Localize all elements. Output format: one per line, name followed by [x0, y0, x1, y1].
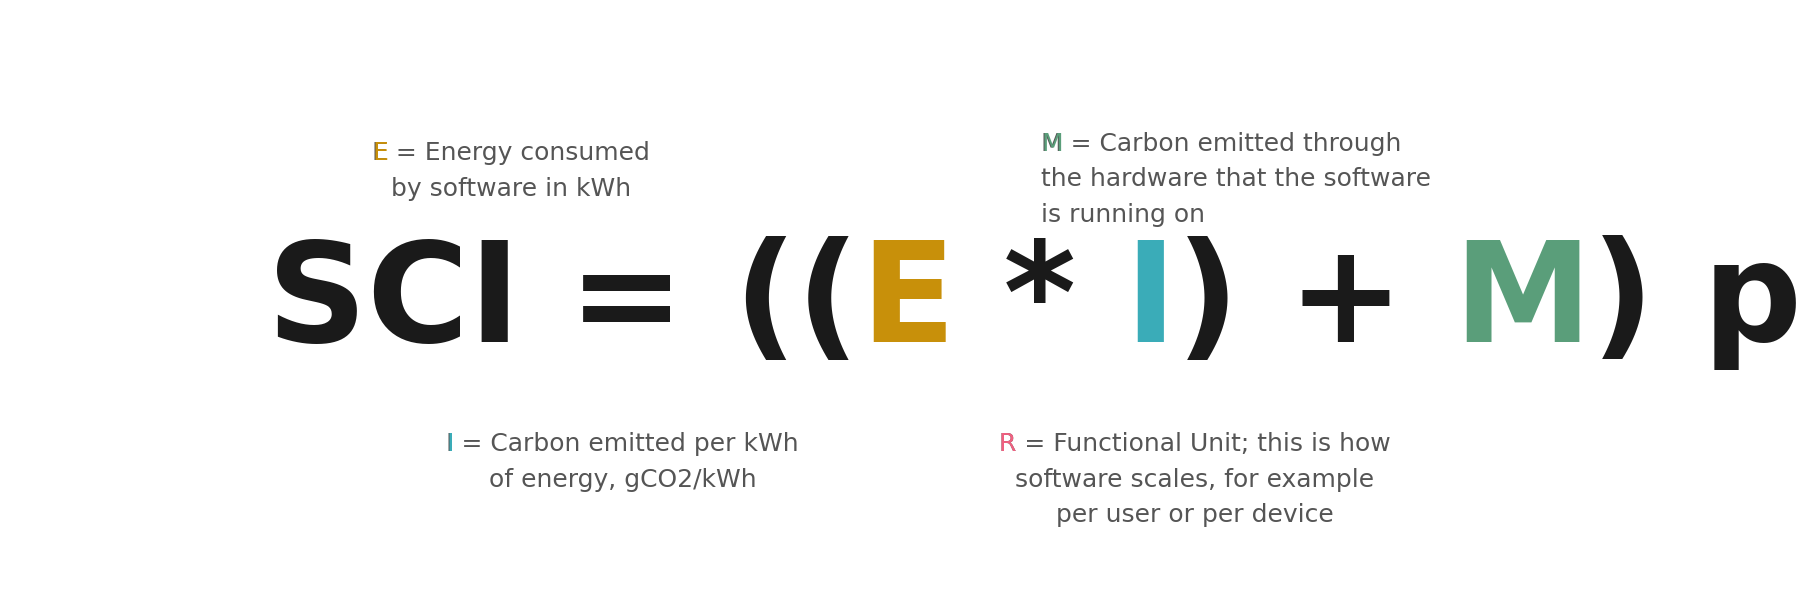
Text: R: R: [999, 433, 1015, 457]
Text: I = Carbon emitted per kWh
of energy, gCO2/kWh: I = Carbon emitted per kWh of energy, gC…: [446, 433, 799, 492]
Text: SCI: SCI: [266, 235, 520, 370]
Text: ((: ((: [734, 235, 860, 370]
Text: R = Functional Unit; this is how
software scales, for example
per user or per de: R = Functional Unit; this is how softwar…: [999, 433, 1390, 527]
Text: M = Carbon emitted through
the hardware that the software
is running on: M = Carbon emitted through the hardware …: [1040, 132, 1431, 227]
Text: =: =: [520, 235, 734, 370]
Text: M: M: [1453, 235, 1591, 370]
Text: ) per: ) per: [1591, 235, 1800, 370]
Text: E: E: [860, 235, 956, 370]
Text: E: E: [373, 141, 389, 165]
Text: *: *: [956, 235, 1125, 370]
Text: E = Energy consumed
by software in kWh: E = Energy consumed by software in kWh: [373, 141, 650, 200]
Text: I: I: [446, 433, 454, 457]
Text: I: I: [1125, 235, 1177, 370]
Text: M: M: [1040, 132, 1062, 156]
Text: ) +: ) +: [1177, 235, 1453, 370]
